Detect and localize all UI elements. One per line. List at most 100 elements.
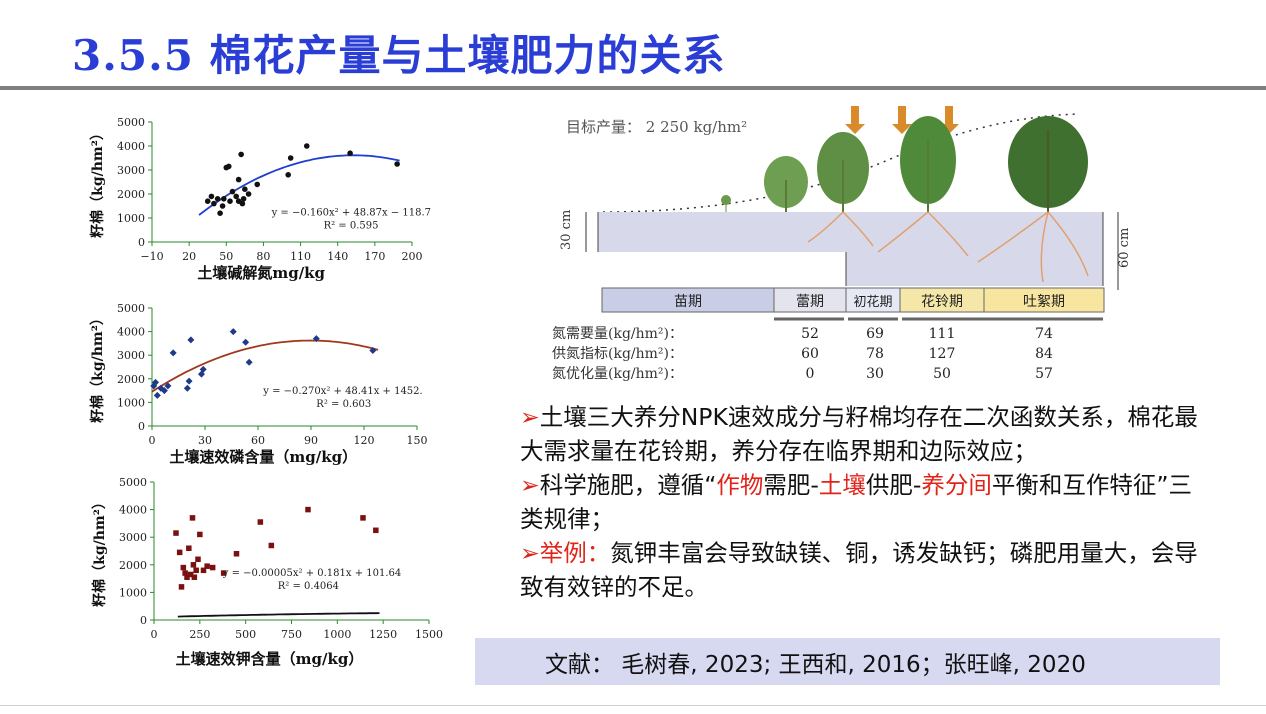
data-point: [287, 155, 294, 161]
data-point: [193, 567, 199, 574]
depth-30-label: 30 cm: [559, 210, 574, 250]
x-tick-label: 30: [198, 434, 212, 447]
row3-val-3: 50: [933, 366, 951, 382]
data-point: [204, 563, 210, 569]
data-point: [257, 519, 264, 525]
data-point: [178, 584, 185, 590]
stage-3: [845, 287, 901, 313]
bullet-3: ➢举例：氮钾丰富会导致缺镁、铜，诱发缺钙；磷肥用量大，会导致有效锌的不足。: [520, 536, 1210, 604]
data-point: [305, 506, 311, 513]
x-axis-label: 土壤速效钾含量（mg/kg）: [176, 650, 364, 668]
data-point: [153, 391, 161, 399]
reference-text: 文献： 毛树春, 2023; 王西和, 2016；张旺峰, 2020: [545, 651, 1086, 678]
x-tick-label: 50: [219, 250, 233, 263]
y-tick-label: 1000: [117, 212, 145, 225]
data-point: [373, 527, 379, 534]
row2-val-4: 84: [1035, 346, 1053, 362]
bullet-2-soil: 土壤: [818, 471, 866, 499]
r-squared-label: R² = 0.603: [316, 399, 371, 410]
stage-1: [601, 287, 775, 313]
y-tick-label: 5000: [119, 476, 147, 489]
row1-val-1: 52: [801, 326, 819, 342]
data-point: [185, 377, 193, 385]
data-point: [209, 564, 216, 571]
title-divider: [0, 86, 1266, 90]
data-point: [197, 531, 203, 538]
data-point: [347, 150, 353, 156]
bottom-divider: [0, 705, 1266, 706]
x-tick-label: 250: [189, 628, 210, 641]
data-point: [208, 193, 215, 200]
data-point: [225, 163, 232, 170]
data-point: [199, 365, 207, 373]
stage-5: [983, 287, 1105, 313]
data-point: [242, 338, 250, 346]
bullet-2: ➢科学施肥，遵循“作物需肥-土壤供肥-养分间平衡和互作特征”三类规律；: [520, 468, 1210, 536]
reference-box: 文献： 毛树春, 2023; 王西和, 2016；张旺峰, 2020: [475, 638, 1220, 685]
equation-label: y = −0.160x² + 48.87x − 118.7: [271, 208, 431, 219]
data-point: [176, 549, 183, 556]
plot-area: 0 1000 2000 3000 4000 5000 −10 20 50 80 110 140 170 2…: [89, 116, 431, 282]
r-squared-label: R² = 0.595: [324, 221, 379, 232]
bullet-2-mid2: 供肥-: [865, 471, 922, 499]
x-tick-label: 200: [402, 250, 423, 263]
data-point: [211, 200, 217, 207]
data-point: [229, 188, 236, 195]
chart-nitrogen: 0 1000 2000 3000 4000 5000 −10 20 50 80 110 140 170 2…: [89, 116, 431, 282]
data-point: [239, 200, 246, 207]
depth-60-label: 60 cm: [1117, 228, 1132, 268]
data-point: [254, 181, 261, 188]
bullet-1: ➢土壤三大养分NPK速效成分与籽棉均存在二次函数关系，棉花最大需求量在花铃期，养…: [520, 400, 1210, 468]
y-tick-label: 0: [138, 420, 145, 433]
x-tick-label: 1250: [369, 628, 397, 641]
data-point: [245, 358, 253, 366]
y-tick-label: 3000: [117, 349, 145, 362]
x-tick-label: −10: [140, 250, 163, 263]
data-point: [233, 551, 240, 557]
y-tick-label: 4000: [117, 326, 145, 339]
x-tick-label: 60: [251, 434, 265, 447]
bullet-2-nutrient: 养分间: [921, 471, 992, 499]
y-tick-label: 2000: [117, 373, 145, 386]
data-point: [217, 210, 223, 216]
x-tick-label: 20: [182, 250, 196, 263]
bullet-3-text: 氮钾丰富会导致缺镁、铜，诱发缺钙；磷肥用量大，会导致有效锌的不足。: [520, 539, 1198, 601]
row-label-1: 氮需要量(kg/hm²)：: [552, 326, 683, 342]
data-point: [183, 384, 191, 392]
cotton-stage-diagram: 目标产量： 2 250 kg/hm² 30 cm 60 cm 苗期 蕾期 初花期…: [548, 100, 1158, 390]
x-axis-label: 土壤碱解氮mg/kg: [197, 264, 325, 282]
data-point: [221, 196, 227, 202]
data-point: [187, 571, 194, 578]
y-tick-label: 4000: [119, 504, 147, 517]
data-point: [182, 570, 188, 576]
chart-phosphorus: 0 1000 2000 3000 4000 5000 0 30 60 90 120 150 y = −0…: [89, 302, 428, 466]
plot-area: 0 1000 2000 3000 4000 5000 0 30 60 90 120 150 y = −0…: [89, 302, 428, 466]
x-tick-label: 1500: [415, 628, 443, 641]
data-point: [200, 567, 207, 574]
r-squared-label: R² = 0.4064: [278, 581, 339, 592]
y-tick-label: 3000: [117, 164, 145, 177]
data-point: [187, 336, 195, 344]
y-tick-label: 4000: [117, 140, 145, 153]
data-point: [394, 161, 400, 167]
bullet-2-pre: 科学施肥，遵循“: [539, 471, 717, 499]
row2-val-1: 60: [801, 346, 819, 362]
data-point: [164, 382, 172, 390]
data-point: [180, 564, 187, 571]
data-point: [369, 346, 377, 354]
bullet-arrow-icon: ➢: [520, 539, 540, 567]
bullet-2-post: 平衡和互作特征”三类规律；: [520, 471, 1193, 533]
data-point: [186, 545, 192, 551]
y-axis-label: 籽棉（kg/hm²）: [89, 126, 106, 238]
x-tick-label: 120: [354, 434, 375, 447]
row3-val-2: 30: [866, 366, 884, 382]
y-tick-label: 0: [140, 614, 147, 627]
row-label-2: 供氮指标(kg/hm²)：: [552, 346, 683, 362]
row2-val-3: 127: [929, 346, 956, 362]
stage-2: [773, 287, 847, 313]
data-point: [219, 203, 226, 209]
data-point: [240, 196, 247, 202]
x-tick-label: 90: [304, 434, 318, 447]
data-point: [160, 387, 168, 395]
data-point: [195, 556, 201, 563]
